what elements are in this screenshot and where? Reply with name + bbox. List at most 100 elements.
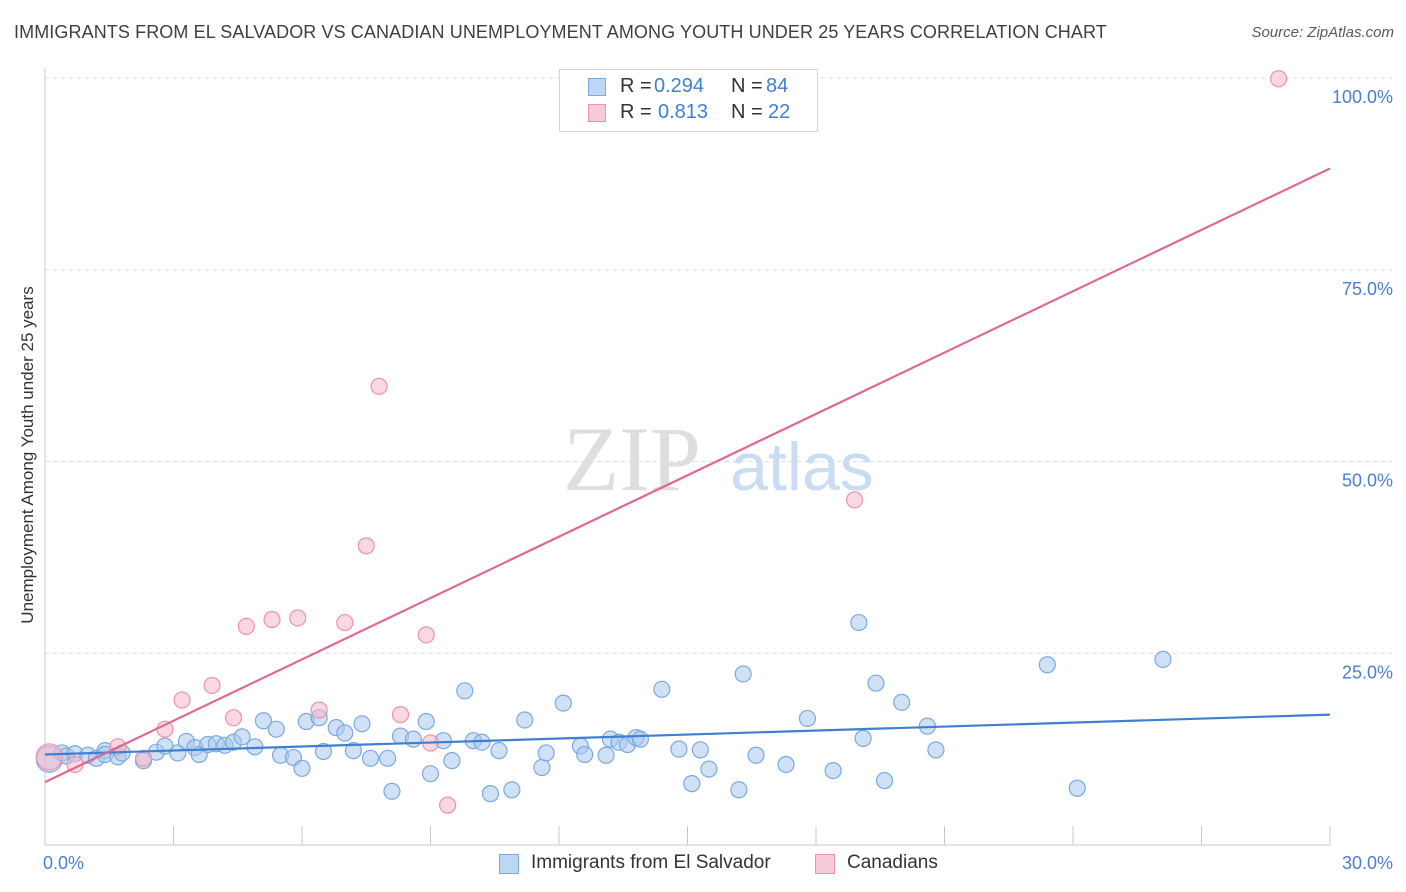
series-canadians-points xyxy=(35,70,1288,814)
legend-swatch-pink xyxy=(588,104,606,122)
legend-n-value: 22 xyxy=(768,101,791,123)
point-immigrants xyxy=(730,781,748,799)
point-immigrants xyxy=(537,744,555,762)
bottom-legend-swatch-pink xyxy=(815,854,835,874)
point-immigrants xyxy=(443,752,461,770)
y-axis-label: Unemployment Among Youth under 25 years xyxy=(18,286,37,624)
point-immigrants xyxy=(875,771,894,790)
point-canadians xyxy=(336,613,354,632)
point-immigrants xyxy=(267,720,285,738)
watermark-atlas: atlas xyxy=(730,429,874,505)
point-immigrants xyxy=(854,729,872,747)
trend-line-canadians xyxy=(44,167,1331,784)
bottom-legend-label: Canadians xyxy=(847,852,938,873)
point-immigrants xyxy=(344,742,362,760)
point-immigrants xyxy=(379,749,397,767)
point-canadians xyxy=(439,796,457,814)
point-canadians xyxy=(35,743,63,771)
point-immigrants xyxy=(404,730,422,748)
point-immigrants xyxy=(383,782,401,800)
point-immigrants xyxy=(927,741,945,759)
point-immigrants xyxy=(361,749,380,767)
point-canadians xyxy=(134,749,153,767)
point-immigrants xyxy=(533,758,551,777)
point-immigrants xyxy=(777,755,795,774)
legend-n-value: 84 xyxy=(766,75,789,97)
point-immigrants xyxy=(1038,656,1056,674)
point-immigrants xyxy=(576,745,594,764)
point-canadians xyxy=(370,377,388,395)
point-canadians xyxy=(263,610,281,629)
point-immigrants xyxy=(1068,779,1086,797)
legend-r-label: R = xyxy=(620,75,652,97)
gridlines xyxy=(45,77,1392,654)
point-canadians xyxy=(237,617,255,636)
chart-title: IMMIGRANTS FROM EL SALVADOR VS CANADIAN … xyxy=(14,22,1107,42)
point-immigrants xyxy=(798,709,817,728)
trend-line-immigrants xyxy=(44,713,1331,756)
point-canadians xyxy=(417,626,435,644)
point-canadians xyxy=(845,491,864,509)
point-immigrants xyxy=(597,746,615,764)
point-immigrants xyxy=(503,781,521,799)
point-immigrants xyxy=(683,775,701,793)
legend-r-value: 0.813 xyxy=(658,101,709,123)
point-immigrants xyxy=(490,742,508,760)
point-canadians xyxy=(156,720,174,738)
correlation-legend: R = 0.294 N = 84 R = 0.813 N = 22 xyxy=(559,69,818,132)
point-immigrants xyxy=(169,744,187,762)
point-immigrants xyxy=(850,613,868,632)
trend-lines xyxy=(44,167,1331,784)
x-tick-label: 0.0% xyxy=(43,853,84,873)
point-immigrants xyxy=(554,694,572,712)
point-immigrants xyxy=(417,712,435,731)
point-canadians xyxy=(289,609,307,627)
point-immigrants xyxy=(670,740,688,758)
point-canadians xyxy=(224,709,243,727)
point-immigrants xyxy=(691,741,709,759)
legend-n-label: N = xyxy=(731,75,763,97)
y-tick-label: 50.0% xyxy=(1342,471,1393,491)
point-immigrants xyxy=(293,759,311,777)
y-tick-label: 100.0% xyxy=(1332,87,1393,107)
point-immigrants xyxy=(516,711,534,729)
point-immigrants xyxy=(353,715,371,733)
point-immigrants xyxy=(481,785,500,803)
bottom-legend-label: Immigrants from El Salvador xyxy=(531,852,771,873)
y-tick-label: 25.0% xyxy=(1342,662,1393,682)
watermark: ZIP atlas xyxy=(563,408,874,510)
point-immigrants xyxy=(314,742,333,761)
point-canadians xyxy=(357,537,375,555)
point-immigrants xyxy=(700,760,718,778)
point-immigrants xyxy=(747,746,765,764)
point-immigrants xyxy=(1154,650,1172,668)
y-tick-label: 75.0% xyxy=(1342,279,1393,299)
bottom-legend-swatch-blue xyxy=(499,854,519,874)
tick-labels: 25.0% 50.0% 75.0% 100.0% 0.0% 30.0% xyxy=(43,87,1393,873)
legend-n-label: N = xyxy=(731,101,763,123)
point-immigrants xyxy=(336,724,354,742)
legend-swatch-blue xyxy=(588,78,606,96)
source-label: Source: ZipAtlas.com xyxy=(1251,24,1394,41)
point-immigrants xyxy=(824,762,842,780)
series-immigrants-points xyxy=(35,613,1172,803)
point-immigrants xyxy=(456,682,474,700)
point-canadians xyxy=(391,706,410,724)
legend-r-label: R = xyxy=(620,101,652,123)
axes xyxy=(44,68,1331,846)
point-immigrants xyxy=(893,693,911,711)
point-immigrants xyxy=(653,680,671,698)
point-immigrants xyxy=(867,674,885,692)
point-canadians xyxy=(203,676,221,695)
x-tick-label: 30.0% xyxy=(1342,853,1393,873)
watermark-zip: ZIP xyxy=(563,408,701,510)
point-immigrants xyxy=(734,665,752,683)
point-immigrants xyxy=(631,730,649,748)
point-immigrants xyxy=(233,728,251,746)
point-immigrants xyxy=(254,712,273,730)
point-immigrants xyxy=(421,765,440,783)
point-canadians xyxy=(1269,70,1288,88)
point-canadians xyxy=(310,701,328,719)
legend-r-value: 0.294 xyxy=(654,75,705,97)
